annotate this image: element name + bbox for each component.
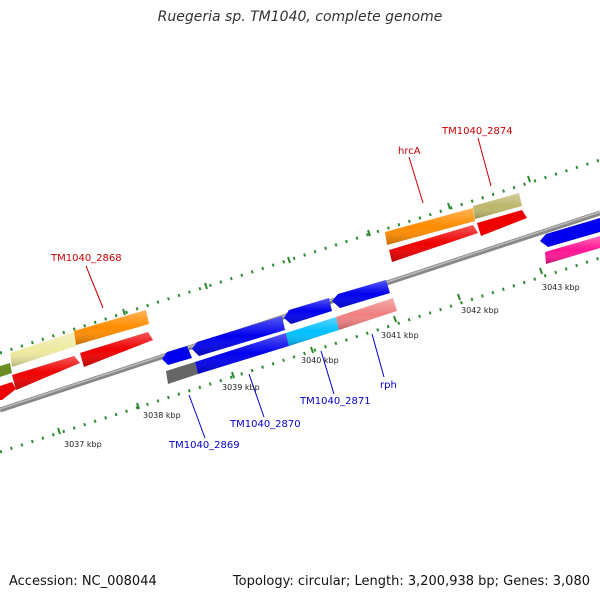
genome-summary-text: Topology: circular; Length: 3,200,938 bp… [232, 574, 590, 589]
accession-text: Accession: NC_008044 [9, 574, 157, 589]
upper-major-ticks [122, 175, 531, 316]
tick-label: 3041 kbp [381, 331, 419, 340]
major-tick [231, 371, 235, 379]
tick-label: 3043 kbp [542, 283, 580, 292]
major-tick [204, 282, 208, 290]
gene-shade [336, 298, 397, 330]
gene-feature [540, 218, 600, 247]
major-tick [457, 293, 461, 301]
gene-label: rph [380, 380, 397, 391]
reverse-shading [192, 280, 397, 374]
gene-shade [12, 356, 80, 390]
tick-label: 3037 kbp [64, 440, 102, 449]
major-tick [393, 315, 397, 323]
forward-inner-shading [12, 225, 600, 390]
gene-shade [80, 332, 153, 367]
gene-shade [192, 316, 285, 356]
gene-shade [473, 193, 522, 219]
gene-shade [74, 310, 149, 345]
gene-shade [385, 208, 475, 245]
gene-feature [162, 346, 192, 365]
leader-line [248, 373, 265, 418]
gene-label: hrcA [398, 146, 421, 157]
gene-shade [389, 225, 478, 262]
gene-label: TM1040_2868 [50, 253, 122, 264]
leader-line [85, 265, 104, 309]
major-tick [447, 202, 451, 210]
forward-inner-features [0, 210, 600, 400]
leader-line [320, 350, 335, 395]
tick-label: 3038 kbp [143, 411, 181, 420]
tick-label: 3042 kbp [461, 306, 499, 315]
gene-shade [545, 236, 600, 264]
gene-feature [166, 362, 198, 384]
gene-shade [284, 298, 332, 324]
leader-line [371, 333, 385, 378]
forward-outer-shading [10, 193, 522, 367]
major-tick [527, 175, 531, 183]
gene-shade [332, 280, 390, 308]
major-tick [539, 267, 543, 275]
gene-label: TM1040_2871 [299, 396, 371, 407]
major-tick [57, 427, 61, 435]
tick-label: 3040 kbp [301, 356, 339, 365]
map-title: Ruegeria sp. TM1040, complete genome [157, 9, 443, 25]
tick-label: 3039 kbp [222, 383, 260, 392]
major-ticks [57, 267, 543, 435]
gene-feature [477, 210, 527, 236]
gene-label: TM1040_2870 [229, 419, 301, 430]
major-tick [136, 402, 140, 410]
gene-feature [0, 363, 12, 377]
major-tick [310, 346, 314, 354]
leader-line [188, 394, 206, 439]
major-tick [287, 256, 291, 264]
gene-label: TM1040_2869 [168, 440, 240, 451]
major-tick [367, 229, 371, 237]
leader-line [477, 137, 492, 187]
leader-line [408, 156, 424, 204]
gene-feature [0, 382, 16, 400]
gene-shade [10, 332, 76, 367]
major-tick [122, 308, 126, 316]
gene-labels: TM1040_2868 hrcA TM1040_2874 TM1040_2869… [50, 126, 513, 451]
gene-shade [286, 317, 339, 346]
tick-labels: 3037 kbp 3038 kbp 3039 kbp 3040 kbp 3041… [64, 283, 580, 449]
gene-shade [195, 333, 289, 374]
leader-lines [85, 137, 492, 439]
gene-label: TM1040_2874 [441, 126, 513, 137]
